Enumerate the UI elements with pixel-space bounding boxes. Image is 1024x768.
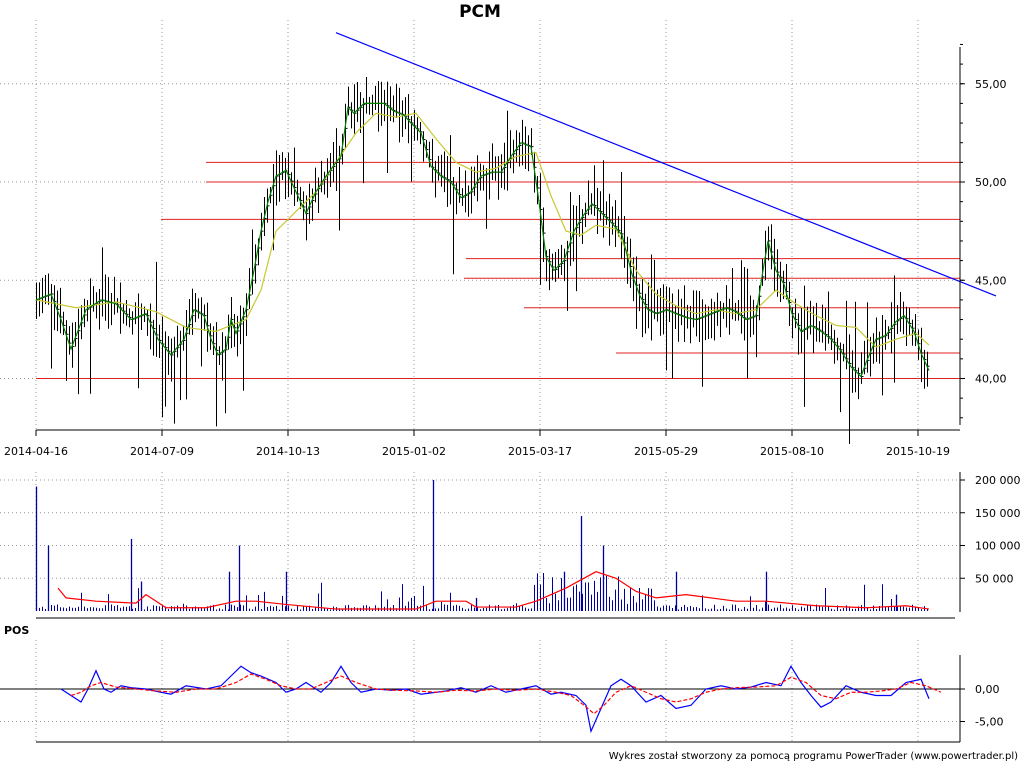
date-tick-label: 2015-01-02: [382, 445, 446, 458]
moving-average-line: [35, 112, 930, 348]
price-tick-label: 55,00: [975, 78, 1007, 91]
price-tick-label: 40,00: [975, 373, 1007, 386]
pos-signal-line: [70, 673, 942, 715]
pos-tick-label: -5,00: [975, 716, 1003, 729]
credit-text: Wykres został stworzony za pomocą progra…: [608, 751, 1018, 762]
volume-tick-label: 50 000: [975, 572, 1014, 585]
date-tick-label: 2015-10-19: [886, 445, 950, 458]
date-tick-label: 2014-10-13: [256, 445, 320, 458]
date-tick-label: 2015-08-10: [760, 445, 824, 458]
date-tick-label: 2014-07-09: [130, 445, 194, 458]
pos-panel: [0, 665, 960, 743]
close-price-line: [35, 102, 930, 378]
chart-title: PCM: [459, 2, 501, 22]
date-tick-label: 2015-05-29: [634, 445, 698, 458]
volume-panel: [35, 480, 955, 619]
volume-tick-label: 150 000: [975, 507, 1021, 520]
price-tick-label: 50,00: [975, 176, 1007, 189]
axes: 40,00 45,00 50,00 55,00 2014-04-16 2014-07-09…: [4, 43, 1021, 742]
price-tick-label: 45,00: [975, 274, 1007, 287]
volume-tick-label: 100 000: [975, 540, 1021, 553]
price-panel: [35, 32, 997, 444]
volume-tick-label: 200 000: [975, 474, 1021, 487]
date-tick-label: 2014-04-16: [4, 445, 68, 458]
pos-line: [60, 665, 930, 734]
date-tick-label: 2015-03-17: [508, 445, 572, 458]
volume-average-line: [57, 571, 930, 610]
trendline: [335, 32, 997, 297]
pos-indicator-label: POS: [4, 624, 30, 637]
pos-tick-label: 0,00: [975, 683, 1000, 696]
grid: [0, 20, 960, 742]
